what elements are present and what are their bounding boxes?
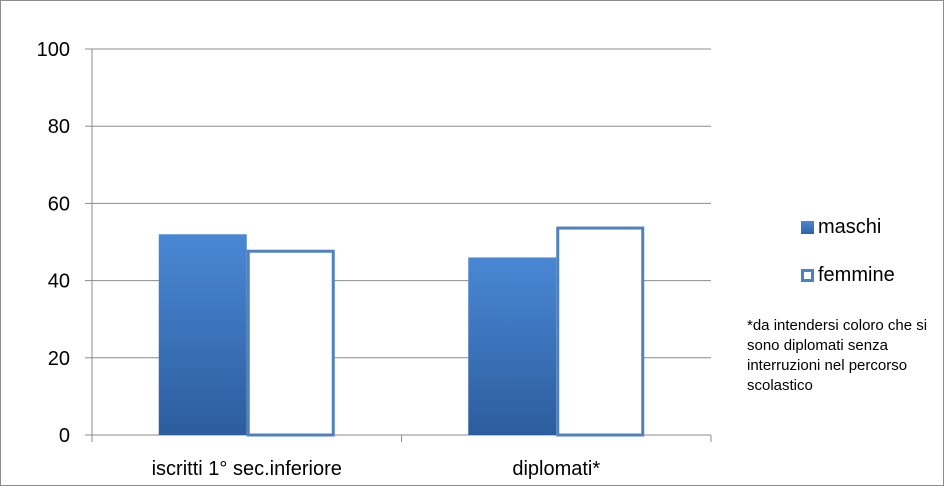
y-tick-label: 0 bbox=[59, 425, 70, 447]
legend-item-maschi: maschi bbox=[801, 214, 895, 240]
y-tick-label: 20 bbox=[48, 348, 70, 370]
y-tick-label: 40 bbox=[48, 271, 70, 293]
bar-femmine bbox=[556, 226, 645, 437]
x-category-label: iscritti 1° sec.inferiore bbox=[152, 458, 342, 480]
legend-label-femmine: femmine bbox=[818, 263, 895, 286]
bars bbox=[158, 226, 645, 437]
legend-swatch-femmine bbox=[801, 268, 814, 282]
tick-labels: 0 20 40 60 80 100 iscritti 1° sec.inferiore dip… bbox=[37, 39, 601, 480]
footnote: *da intendersi coloro che si sono diplom… bbox=[747, 317, 928, 394]
legend-swatch-maschi bbox=[801, 220, 814, 234]
bar-maschi bbox=[468, 257, 557, 435]
y-tick-label: 60 bbox=[48, 193, 70, 215]
bar-maschi bbox=[158, 234, 247, 435]
y-tick-label: 100 bbox=[37, 39, 70, 61]
bar-femmine bbox=[246, 249, 335, 437]
legend-label-maschi: maschi bbox=[818, 215, 882, 238]
legend-item-femmine: femmine bbox=[801, 262, 895, 288]
y-tick-label: 80 bbox=[48, 116, 70, 138]
legend: maschi femmine bbox=[801, 214, 895, 310]
x-category-label: diplomati* bbox=[512, 458, 600, 480]
